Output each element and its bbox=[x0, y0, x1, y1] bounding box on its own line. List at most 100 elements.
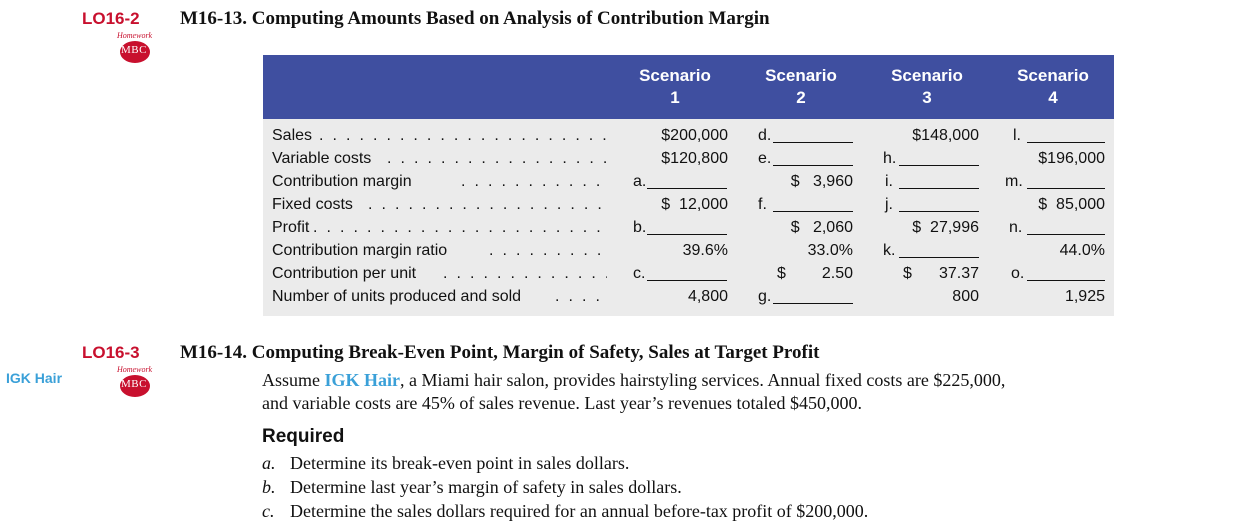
company-name: IGK Hair bbox=[324, 370, 401, 390]
blank-letter: b. bbox=[633, 219, 647, 236]
requirement-letter: c. bbox=[262, 501, 275, 521]
problem-title: M16-14. Computing Break-Even Point, Marg… bbox=[180, 342, 820, 363]
learning-objective-label: LO16-3 bbox=[82, 343, 140, 362]
mbc-homework-badge[interactable]: Homework MBC bbox=[117, 31, 153, 65]
required-heading: Required bbox=[262, 426, 345, 447]
cell-s4-fixed-costs: $ 85,000 bbox=[1038, 196, 1105, 213]
requirement-text: Determine last year’s margin of safety i… bbox=[290, 477, 682, 497]
cell-s3-units: 800 bbox=[952, 288, 979, 305]
blank-letter: c. bbox=[633, 265, 646, 282]
blank-letter: e. bbox=[758, 150, 772, 167]
text-segment: Assume bbox=[262, 370, 325, 390]
requirement-text: Determine the sales dollars required for… bbox=[290, 501, 869, 521]
cell-s2-contribution-per-unit: 2.50 bbox=[821, 265, 853, 282]
answer-blank[interactable] bbox=[773, 142, 853, 143]
cell-s2-profit: $ 2,060 bbox=[790, 219, 853, 236]
requirement-text: Determine its break-even point in sales … bbox=[290, 453, 630, 473]
blank-letter: m. bbox=[1005, 173, 1023, 190]
text-segment: , a Miami hair salon, provides hairstyli… bbox=[400, 370, 1006, 390]
answer-blank[interactable] bbox=[1027, 188, 1105, 189]
requirement-item: a. Determine its break-even point in sale… bbox=[262, 453, 629, 474]
header-scenario-1: Scenario 1 bbox=[625, 65, 725, 109]
row-label-cm-ratio: Contribution margin ratio bbox=[272, 242, 448, 259]
blank-letter: k. bbox=[883, 242, 896, 259]
company-sidenote: IGK Hair bbox=[6, 370, 63, 386]
leader-dots: . . . . . . . . . . . . . . . . . . . . … bbox=[461, 173, 607, 190]
cell-s1-units: 4,800 bbox=[687, 288, 728, 305]
cell-s4-variable-costs: $196,000 bbox=[1038, 150, 1105, 167]
row-label-profit: Profit bbox=[272, 219, 310, 236]
cell-s1-sales: $200,000 bbox=[661, 127, 728, 144]
mbc-homework-badge[interactable]: Homework MBC bbox=[117, 365, 153, 399]
cell-s2-cm-ratio: 33.0% bbox=[807, 242, 853, 259]
blank-letter: g. bbox=[758, 288, 772, 305]
blank-letter: n. bbox=[1009, 219, 1023, 236]
cell-s2-contribution-margin: $ 3,960 bbox=[790, 173, 853, 190]
answer-blank[interactable] bbox=[899, 188, 979, 189]
header-label: Scenario 3 bbox=[891, 66, 963, 107]
row-label-contribution-margin: Contribution margin bbox=[272, 173, 412, 190]
leader-dots: . . . . . . . . bbox=[555, 288, 607, 305]
answer-blank[interactable] bbox=[1027, 142, 1105, 143]
answer-blank[interactable] bbox=[773, 211, 853, 212]
dollar-sign: $ bbox=[777, 265, 786, 282]
answer-blank[interactable] bbox=[1027, 280, 1105, 281]
table-header: Scenario 1 Scenario 2 Scenario 3 Scenario 4 bbox=[263, 55, 1114, 119]
header-scenario-2: Scenario 2 bbox=[751, 65, 851, 109]
blank-letter: j. bbox=[885, 196, 893, 213]
leader-dots: . . . . . . . . . . . . . . . . . . . . … bbox=[319, 127, 607, 144]
answer-blank[interactable] bbox=[773, 303, 853, 304]
header-label: Scenario 1 bbox=[639, 66, 711, 107]
answer-blank[interactable] bbox=[647, 280, 727, 281]
header-label: Scenario 2 bbox=[765, 66, 837, 107]
badge-oval bbox=[120, 41, 150, 63]
requirement-item: c. Determine the sales dollars required f… bbox=[262, 501, 868, 522]
requirement-item: b. Determine last year’s margin of safety… bbox=[262, 477, 682, 498]
blank-letter: i. bbox=[885, 173, 893, 190]
row-label-fixed-costs: Fixed costs bbox=[272, 196, 353, 213]
answer-blank[interactable] bbox=[899, 165, 979, 166]
header-label: Scenario 4 bbox=[1017, 66, 1089, 107]
answer-blank[interactable] bbox=[1027, 234, 1105, 235]
dollar-sign: $ bbox=[903, 265, 912, 282]
leader-dots: . . . . . . . . . . . . . . . . . . . . … bbox=[368, 196, 607, 213]
badge-label: MBC bbox=[121, 378, 147, 390]
cell-s3-contribution-per-unit: 37.37 bbox=[938, 265, 979, 282]
cell-s4-units: 1,925 bbox=[1064, 288, 1105, 305]
learning-objective-label: LO16-2 bbox=[82, 9, 140, 28]
problem-text-line1: Assume IGK Hair, a Miami hair salon, pro… bbox=[262, 369, 1005, 392]
leader-dots: . . . . . . . . . . . . . . . . . . . . … bbox=[387, 150, 607, 167]
leader-dots: . . . . . . . . . . . . . . . . . . . . … bbox=[313, 219, 607, 236]
header-scenario-3: Scenario 3 bbox=[877, 65, 977, 109]
blank-letter: h. bbox=[883, 150, 897, 167]
requirement-letter: b. bbox=[262, 477, 276, 497]
requirement-letter: a. bbox=[262, 453, 276, 473]
cell-s3-sales: $148,000 bbox=[912, 127, 979, 144]
badge-homework-text: Homework bbox=[117, 365, 153, 374]
problem-title: M16-13. Computing Amounts Based on Analy… bbox=[180, 8, 770, 29]
blank-letter: o. bbox=[1011, 265, 1025, 282]
problem-text-line2: and variable costs are 45% of sales reve… bbox=[262, 393, 862, 413]
leader-dots: . . . . . . . . . . . . . . . . . . bbox=[489, 242, 607, 259]
row-label-variable-costs: Variable costs bbox=[272, 150, 372, 167]
badge-homework-text: Homework bbox=[117, 31, 153, 40]
blank-letter: d. bbox=[758, 127, 772, 144]
badge-oval bbox=[120, 375, 150, 397]
blank-letter: l. bbox=[1013, 127, 1021, 144]
cell-s1-fixed-costs: $ 12,000 bbox=[661, 196, 728, 213]
answer-blank[interactable] bbox=[647, 188, 727, 189]
blank-letter: a. bbox=[633, 173, 647, 190]
cell-s3-profit: $ 27,996 bbox=[912, 219, 979, 236]
answer-blank[interactable] bbox=[899, 257, 979, 258]
leader-dots: . . . . . . . . . . . . . . . . . . . . … bbox=[443, 265, 607, 282]
answer-blank[interactable] bbox=[899, 211, 979, 212]
cell-s1-cm-ratio: 39.6% bbox=[682, 242, 728, 259]
blank-letter: f. bbox=[758, 196, 767, 213]
row-label-contribution-per-unit: Contribution per unit bbox=[272, 265, 417, 282]
badge-label: MBC bbox=[121, 44, 147, 56]
cell-s1-variable-costs: $120,800 bbox=[661, 150, 728, 167]
answer-blank[interactable] bbox=[647, 234, 727, 235]
answer-blank[interactable] bbox=[773, 165, 853, 166]
row-label-units-sold: Number of units produced and sold bbox=[272, 288, 522, 305]
row-label-sales: Sales bbox=[272, 127, 313, 144]
